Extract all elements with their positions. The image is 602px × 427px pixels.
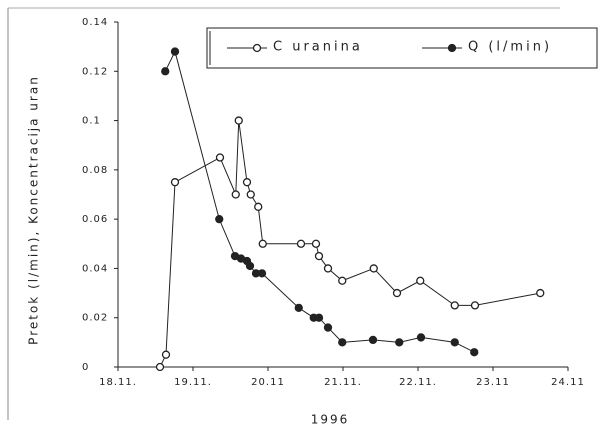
x-tick-label: 22.11. [399,377,437,388]
x-axis-title: 1996 [311,413,350,427]
data-point [254,202,263,211]
data-point [296,239,306,248]
x-tick-label: 21.11. [324,377,362,388]
data-point [161,67,170,76]
data-point [170,47,180,56]
data-point [338,276,347,285]
y-axis-title: Pretok (l/min), Koncentracija uran [27,75,41,345]
data-point [246,190,255,199]
x-tick-label: 24.11 [551,377,585,388]
data-point [170,178,180,187]
data-point [294,303,303,313]
data-point [234,116,243,125]
legend-box [206,27,598,69]
data-point [536,288,545,298]
data-point [215,214,224,224]
x-tick-label: 23.11 [476,377,510,388]
y-tick-label: 0.02 [82,313,108,324]
data-point [231,190,240,199]
y-tick-label: 0.04 [82,263,108,274]
x-tick-label: 19.11. [174,377,212,388]
data-point [392,288,402,298]
data-point [323,323,333,332]
data-point [450,338,459,347]
y-tick-label: 0.08 [82,165,108,176]
series-line [164,50,475,353]
data-point [155,362,165,372]
y-tick-label: 0 [82,362,89,373]
data-point [416,276,425,285]
y-tick-label: 0.06 [82,214,108,225]
data-point [242,178,252,187]
legend-marker [447,43,457,53]
data-point [369,264,378,273]
data-point [314,251,324,261]
data-point [470,348,479,357]
x-tick-label: 18.11. [99,377,137,388]
x-tick-label: 20.11 [251,377,285,388]
legend-marker [252,43,262,53]
data-point [368,335,378,345]
y-tick-label: 0.1 [82,116,101,127]
data-point [450,301,459,310]
data-point [470,301,480,310]
data-point [257,269,267,278]
y-tick-label: 0.12 [82,66,108,77]
data-point [395,338,404,347]
legend-label: Q (l/min) [468,40,552,55]
data-point [215,153,225,162]
data-point [258,239,267,248]
data-point [314,313,324,322]
data-point [311,239,321,248]
data-point [416,333,426,342]
y-tick-label: 0.14 [82,17,108,28]
data-point [245,261,255,271]
data-point [323,264,333,273]
data-point [161,350,171,359]
legend-label: C uranina [273,40,363,55]
data-point [338,338,347,347]
